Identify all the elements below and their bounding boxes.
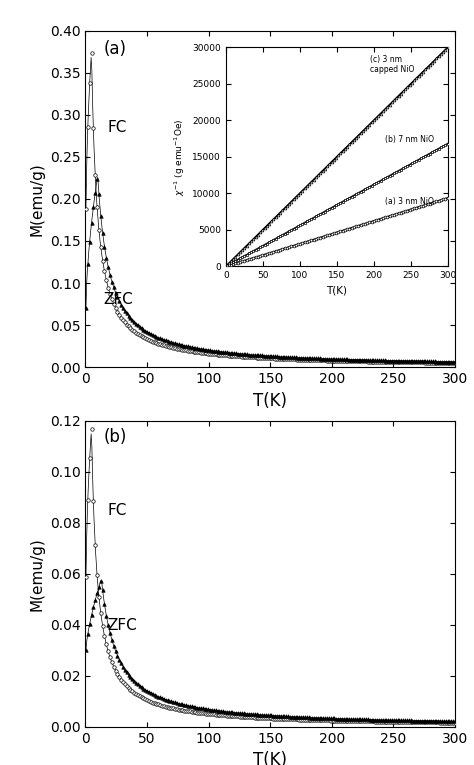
Text: FC: FC	[108, 119, 127, 135]
Y-axis label: M(emu/g): M(emu/g)	[29, 162, 44, 236]
Y-axis label: M(emu/g): M(emu/g)	[29, 537, 44, 610]
X-axis label: T(K): T(K)	[253, 751, 287, 765]
Text: ZFC: ZFC	[104, 292, 134, 307]
Text: (a): (a)	[104, 40, 127, 58]
Text: (b): (b)	[104, 428, 127, 446]
X-axis label: T(K): T(K)	[253, 392, 287, 409]
Text: FC: FC	[108, 503, 127, 518]
Text: ZFC: ZFC	[108, 618, 137, 633]
